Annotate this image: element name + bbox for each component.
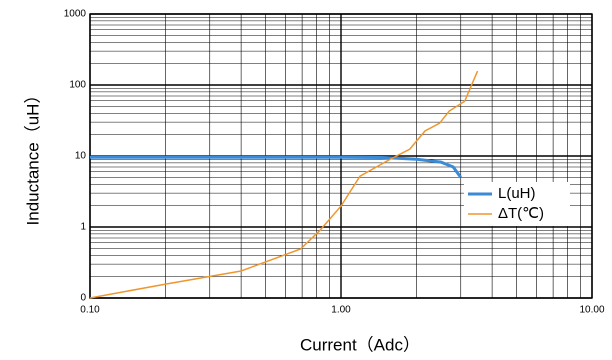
y-tick-label: 10 (75, 151, 87, 162)
y-tick-label: 100 (69, 80, 86, 91)
series-line (90, 155, 462, 179)
y-axis-label: Inductance（uH） (23, 87, 42, 226)
x-tick-label: 0.10 (80, 305, 100, 316)
legend-box (464, 182, 570, 226)
y-tick-label: 1000 (64, 9, 87, 20)
x-tick-label: 1.00 (331, 305, 351, 316)
legend-label: L(uH) (498, 185, 536, 202)
series-line (89, 70, 479, 299)
x-axis-label: Current（Adc） (300, 335, 420, 354)
y-tick-label: 1 (80, 222, 86, 233)
legend-label: ΔT(℃) (498, 205, 544, 222)
y-tick-label: 0 (80, 293, 86, 304)
x-tick-label: 10.00 (579, 305, 604, 316)
